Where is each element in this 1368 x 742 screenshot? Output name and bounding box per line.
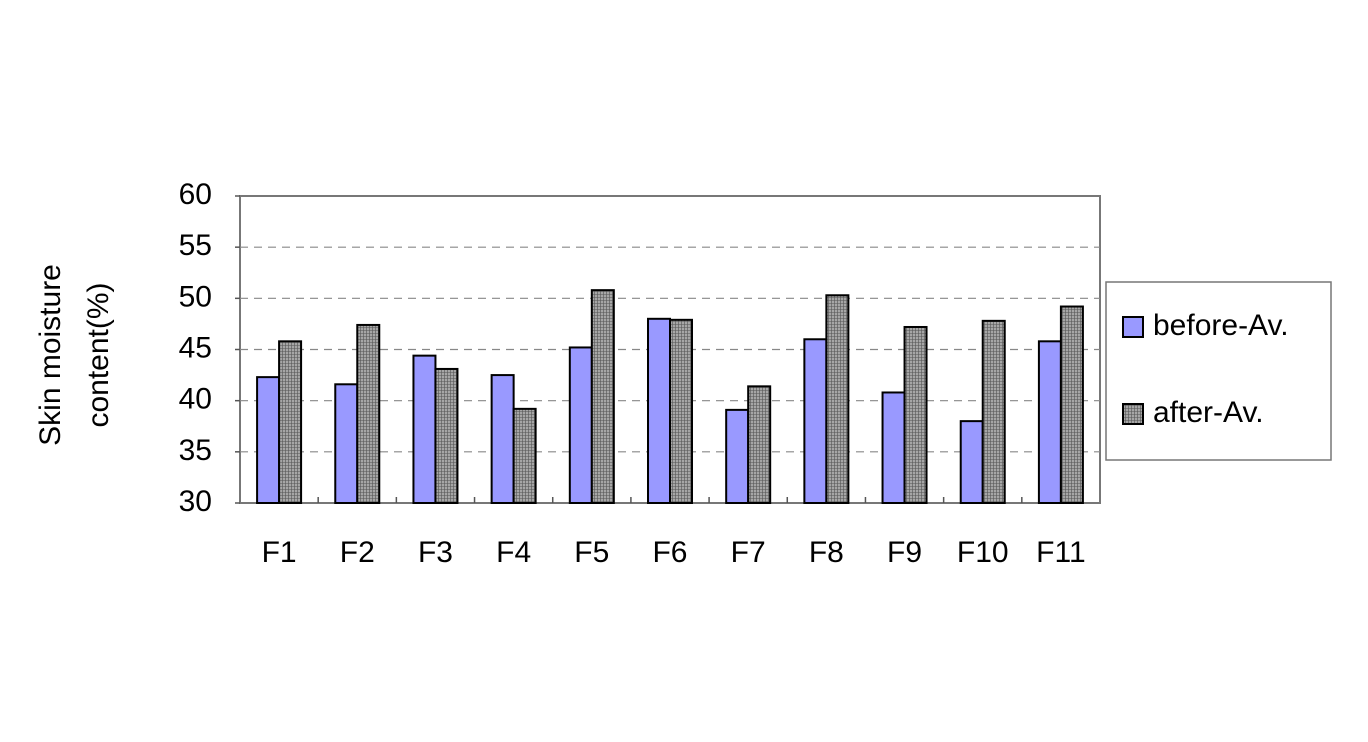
legend-swatch — [1122, 316, 1144, 338]
y-tick-label: 55 — [179, 229, 212, 262]
bar — [903, 325, 928, 504]
x-tick-label: F6 — [652, 536, 687, 569]
legend-swatch — [1122, 403, 1144, 425]
y-tick-label: 45 — [179, 331, 212, 364]
x-tick-label: F9 — [887, 536, 922, 569]
bar — [725, 408, 750, 505]
x-tick-label: F8 — [809, 536, 844, 569]
x-tick-label: F7 — [731, 536, 766, 569]
bar — [356, 323, 381, 504]
bar — [881, 391, 906, 505]
y-axis-label: Skin moisture — [34, 264, 67, 446]
bar — [434, 367, 459, 504]
legend-label: before-Av. — [1153, 309, 1289, 342]
x-tick-label: F4 — [496, 536, 531, 569]
legend-label: after-Av. — [1153, 396, 1264, 429]
bar — [747, 385, 772, 504]
y-tick-label: 60 — [179, 178, 212, 211]
bar — [512, 407, 537, 504]
x-tick-label: F3 — [418, 536, 453, 569]
x-tick-label: F10 — [957, 536, 1009, 569]
bar — [490, 374, 515, 505]
x-tick-label: F2 — [340, 536, 375, 569]
bar — [803, 338, 828, 504]
bar — [981, 319, 1006, 505]
legend-box — [1105, 281, 1332, 461]
x-tick-label: F1 — [262, 536, 297, 569]
bar — [590, 289, 615, 504]
y-tick-label: 35 — [179, 434, 212, 467]
bar — [647, 317, 671, 504]
y-tick-label: 30 — [179, 485, 212, 518]
bar — [412, 354, 437, 505]
bar — [568, 346, 593, 504]
y-tick-label: 40 — [179, 383, 212, 416]
y-axis-label: content(%) — [82, 282, 115, 427]
bar — [256, 376, 281, 505]
bar — [1059, 305, 1084, 504]
bar — [334, 383, 359, 504]
y-tick-label: 50 — [179, 280, 212, 313]
bar — [959, 420, 984, 504]
bar — [825, 294, 850, 504]
bar — [278, 340, 303, 504]
x-tick-label: F11 — [1036, 536, 1085, 569]
x-tick-label: F5 — [574, 536, 609, 569]
bar — [669, 318, 693, 504]
bar — [1037, 340, 1062, 504]
